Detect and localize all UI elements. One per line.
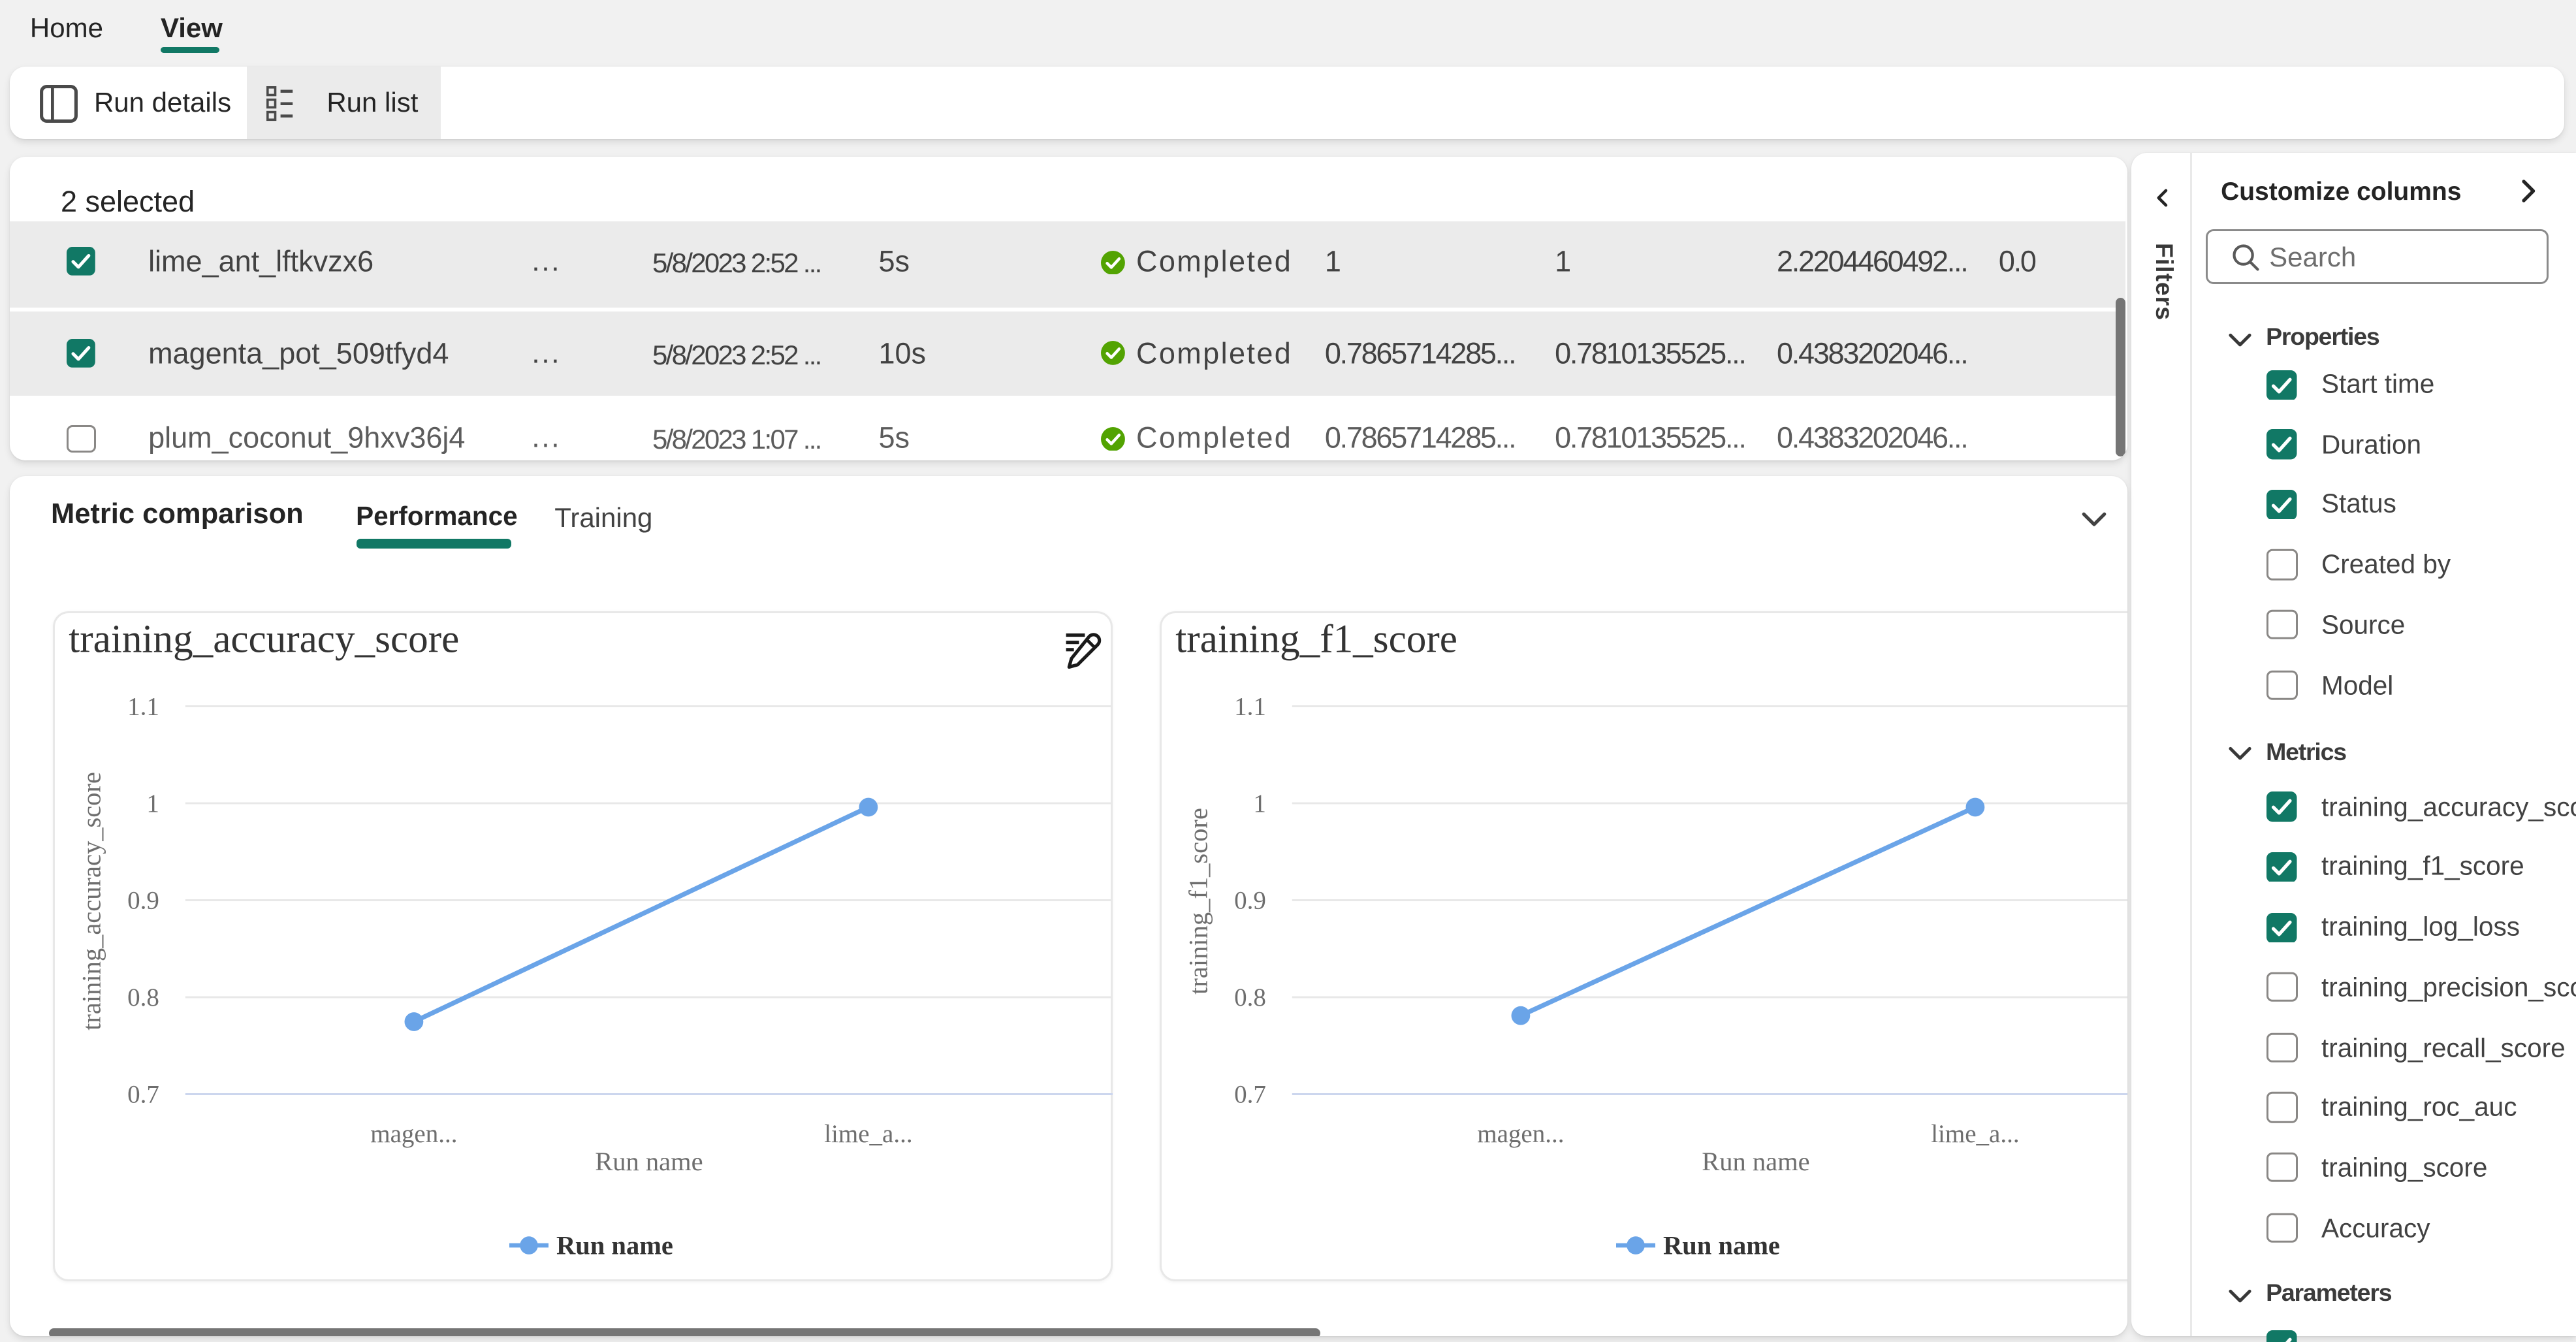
svg-text:lime_a...: lime_a... (823, 1120, 912, 1148)
svg-text:1.1: 1.1 (127, 693, 159, 721)
svg-text:1: 1 (1252, 790, 1265, 818)
svg-text:training_accuracy_score: training_accuracy_score (76, 772, 105, 1030)
svg-text:Run name: Run name (556, 1231, 673, 1260)
svg-text:0.7: 0.7 (1233, 1081, 1265, 1109)
svg-text:training_f1_score: training_f1_score (1175, 617, 1457, 662)
svg-text:Run name: Run name (1662, 1231, 1779, 1260)
svg-text:0.8: 0.8 (1233, 983, 1265, 1012)
svg-text:training_f1_score: training_f1_score (1183, 808, 1213, 995)
svg-text:Run name: Run name (594, 1147, 702, 1176)
svg-text:training_accuracy_score: training_accuracy_score (68, 617, 458, 662)
svg-text:0.7: 0.7 (127, 1081, 159, 1109)
svg-text:magen...: magen... (1476, 1120, 1563, 1148)
svg-text:Run name: Run name (1701, 1147, 1809, 1176)
svg-text:0.8: 0.8 (127, 983, 159, 1012)
svg-text:lime_a...: lime_a... (1930, 1120, 2018, 1148)
svg-text:magen...: magen... (370, 1120, 456, 1148)
svg-text:0.9: 0.9 (1233, 887, 1265, 915)
svg-text:1: 1 (146, 790, 159, 818)
svg-text:0.9: 0.9 (127, 887, 159, 915)
svg-text:1.1: 1.1 (1233, 693, 1265, 721)
